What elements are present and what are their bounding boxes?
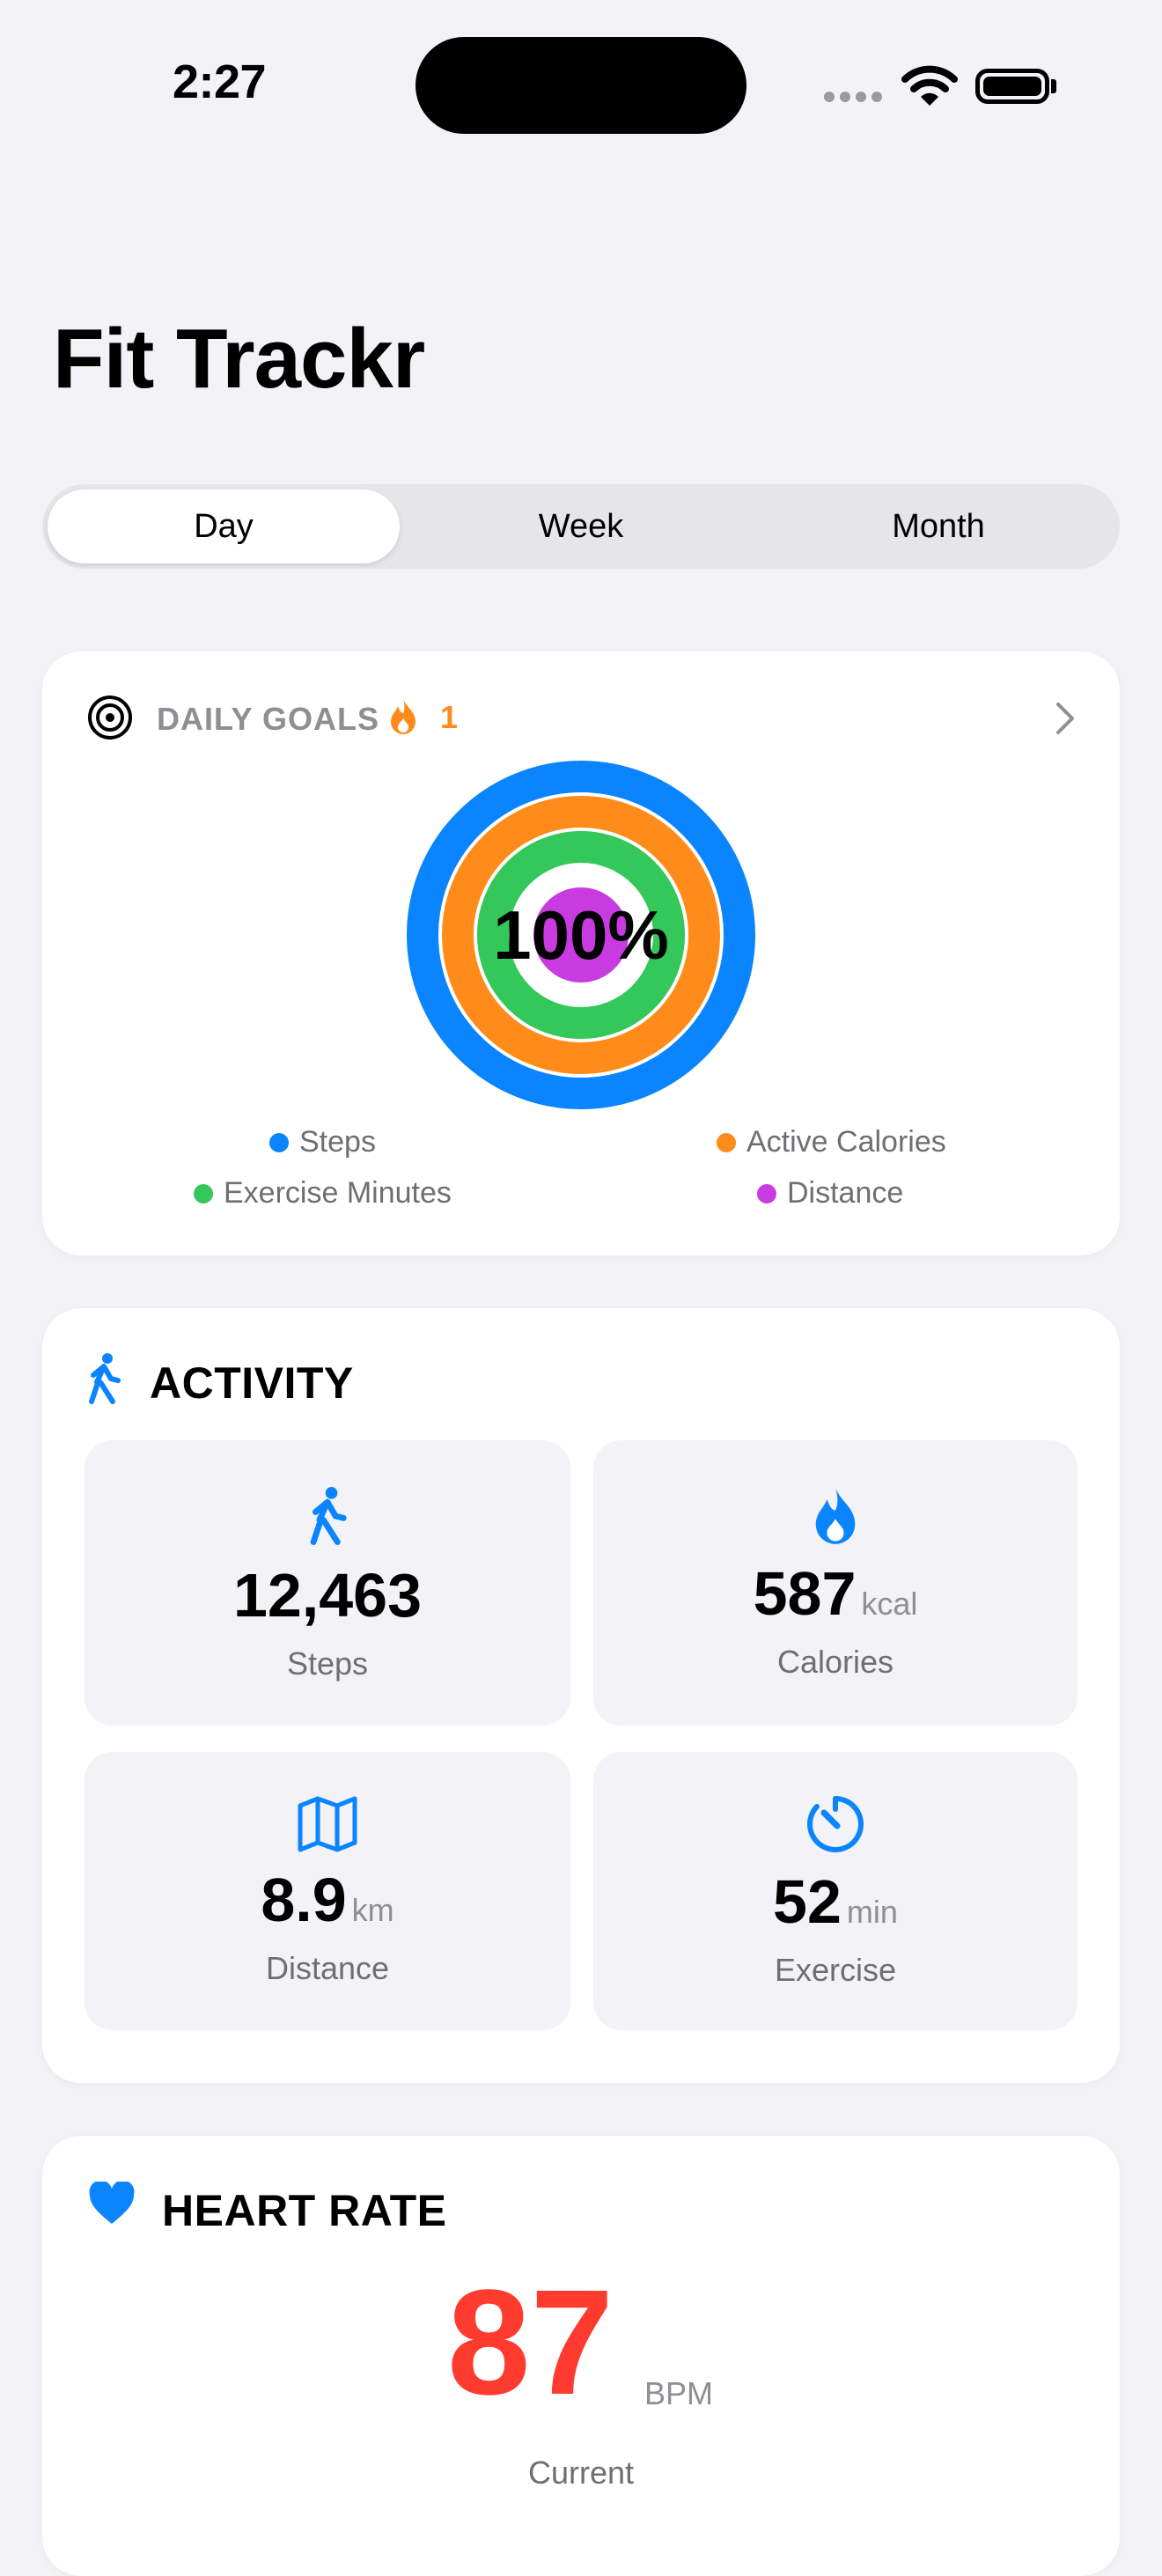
cellular-signal-icon — [824, 92, 884, 102]
map-icon — [298, 1796, 357, 1852]
steps-label: Steps — [286, 1645, 369, 1682]
legend-dot — [717, 1132, 736, 1152]
steps-ring — [407, 761, 755, 1109]
battery-cap — [1051, 79, 1056, 93]
exercise-unit: min — [846, 1894, 898, 1930]
flame-icon — [815, 1488, 856, 1544]
dynamic-island — [416, 37, 746, 134]
calories-ring — [442, 796, 720, 1074]
activity-title: ACTIVITY — [150, 1358, 354, 1408]
distance-ring — [533, 887, 629, 983]
streak-count: 1 — [440, 699, 459, 735]
goal-percent: 100% — [493, 896, 669, 974]
legend-distance: Distance — [757, 1176, 903, 1211]
daily-goals-header: DAILY GOALS — [157, 701, 380, 737]
legend-steps: Steps — [269, 1125, 376, 1159]
legend-exercise-minutes: Exercise Minutes — [194, 1176, 452, 1211]
heart-rate-label: Current — [527, 2455, 635, 2491]
wifi-icon — [901, 65, 958, 106]
steps-value: 12,463 — [232, 1561, 423, 1630]
walking-figure-icon — [89, 1353, 121, 1404]
segment-day[interactable]: Day — [48, 489, 400, 563]
exercise-tile[interactable]: 52 min Exercise — [593, 1752, 1077, 2030]
distance-unit: km — [351, 1892, 394, 1928]
calories-label: Calories — [776, 1644, 894, 1680]
period-segmented-control: Day Week Month — [42, 484, 1120, 569]
exercise-label: Exercise — [774, 1952, 897, 1988]
calories-value: 587 — [753, 1559, 857, 1628]
legend-active-calories: Active Calories — [717, 1125, 946, 1159]
steps-tile[interactable]: 12,463 Steps — [85, 1440, 570, 1726]
exercise-ring — [477, 831, 685, 1039]
goal-rings — [407, 761, 755, 1109]
distance-value: 8.9 — [261, 1866, 347, 1934]
heart-rate-card: HEART RATE 87 BPM Current — [42, 2136, 1120, 2576]
distance-tile[interactable]: 8.9 km Distance — [85, 1752, 570, 2030]
timer-icon — [807, 1796, 864, 1852]
distance-label: Distance — [265, 1950, 390, 1986]
segment-month[interactable]: Month — [892, 507, 985, 545]
heart-rate-unit: BPM — [644, 2375, 714, 2411]
status-time: 2:27 — [173, 55, 267, 108]
heart-rate-value: 87 — [447, 2259, 614, 2426]
calories-unit: kcal — [861, 1586, 918, 1622]
heart-rate-title: HEART RATE — [162, 2186, 447, 2235]
legend-dot — [269, 1132, 289, 1152]
activity-card: ACTIVITY 12,463 Steps 587 kcal Calories 8… — [42, 1308, 1120, 2083]
exercise-value: 52 — [773, 1867, 842, 1936]
flame-icon — [391, 699, 416, 734]
target-icon — [88, 696, 132, 740]
battery-icon — [975, 69, 1049, 104]
heart-icon — [89, 2182, 135, 2224]
daily-goals-card[interactable]: DAILY GOALS 1 100% Steps Active Calories… — [42, 651, 1120, 1255]
calories-tile[interactable]: 587 kcal Calories — [593, 1440, 1077, 1726]
walking-figure-icon — [310, 1487, 347, 1545]
chevron-right-icon[interactable] — [1053, 701, 1077, 736]
page-title: Fit Trackr — [53, 312, 425, 406]
legend-dot — [757, 1183, 776, 1203]
segment-week[interactable]: Week — [538, 507, 624, 545]
legend-dot — [194, 1183, 213, 1203]
